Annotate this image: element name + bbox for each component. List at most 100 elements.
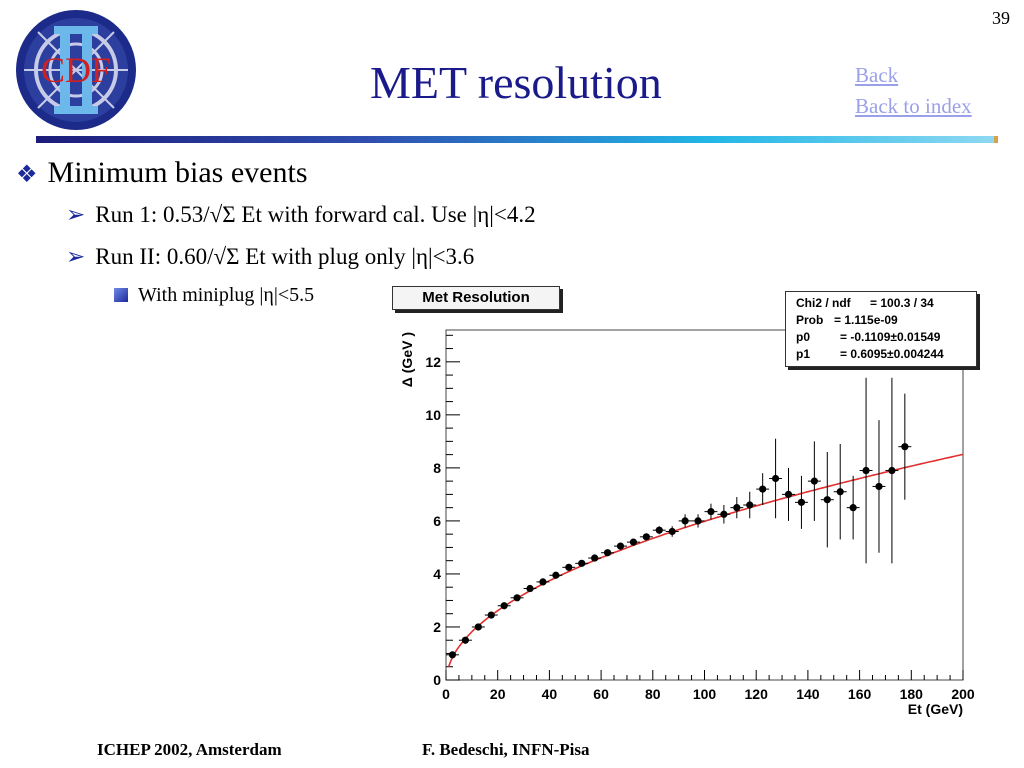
square-bullet-icon — [114, 288, 128, 302]
data-point — [901, 443, 909, 451]
diamond-bullet-icon: ❖ — [16, 162, 38, 188]
stats-error: 0.01549 — [896, 330, 941, 344]
data-point — [500, 602, 508, 610]
data-point — [474, 623, 482, 631]
bullet-level3-text: With miniplug |η|<5.5 — [138, 284, 315, 306]
data-point — [720, 510, 728, 518]
bullet-level3: With miniplug |η|<5.5 — [114, 284, 314, 307]
data-point — [759, 485, 767, 493]
data-point — [552, 571, 560, 579]
histogram-title: Met Resolution — [392, 286, 560, 310]
arrow-bullet-icon: ➢ — [66, 244, 86, 269]
x-tick-label: 100 — [693, 686, 717, 702]
x-tick-label: 160 — [848, 686, 872, 702]
bullet-level2-1: ➢ Run 1: 0.53/√Σ Et with forward cal. Use… — [66, 202, 536, 228]
data-point — [616, 542, 625, 550]
data-point — [746, 501, 754, 509]
stats-label: p0 — [796, 330, 811, 344]
fit-curve — [447, 453, 964, 668]
fit-stats-box: Chi2 / ndf = 100.3 / 34 Prob = 1.115e-09 p… — [785, 291, 977, 367]
bullet-level2-text: Run 1: 0.53/√Σ Et with forward cal. Use … — [95, 202, 536, 227]
x-tick-label: 140 — [796, 686, 820, 702]
data-point — [784, 490, 793, 498]
x-tick-label: 180 — [900, 686, 924, 702]
data-point — [707, 508, 715, 516]
slide-number: 39 — [992, 8, 1010, 28]
stats-row-p0: p0 = -0.1109±0.01549 — [796, 330, 940, 344]
stats-label: p1 — [796, 347, 811, 361]
bullet-level2-2: ➢ Run II: 0.60/√Σ Et with plug only |η|<3… — [66, 244, 474, 270]
data-point — [539, 578, 547, 586]
back-to-index-link[interactable]: Back to index — [855, 94, 972, 118]
data-point — [668, 527, 676, 536]
data-point — [642, 533, 650, 541]
y-tick-label: 4 — [433, 566, 441, 582]
y-tick-label: 12 — [425, 354, 441, 370]
data-point — [733, 504, 741, 512]
nav-links: Back Back to index — [855, 60, 972, 122]
data-point — [461, 636, 469, 644]
stats-value: = 0.6095 — [840, 347, 888, 361]
cdf-logo: CDF — [14, 8, 138, 132]
data-point — [875, 482, 883, 491]
stats-row-p1: p1 = 0.6095±0.004244 — [796, 347, 944, 361]
plot-frame — [445, 329, 964, 681]
stats-row-chi2: Chi2 / ndf = 100.3 / 34 — [796, 296, 934, 310]
data-point — [603, 549, 612, 557]
data-point — [888, 466, 896, 475]
x-tick-label: 0 — [442, 686, 450, 702]
y-tick-label: 10 — [425, 407, 441, 423]
data-point — [771, 474, 780, 483]
y-tick-label: 2 — [433, 619, 441, 635]
data-point — [849, 504, 857, 512]
data-point — [526, 584, 534, 593]
data-point — [591, 554, 599, 562]
stats-value: = 1.115e-09 — [834, 313, 898, 327]
slide-title: MET resolution — [370, 57, 662, 108]
bullet-level1: ❖ Minimum bias events — [16, 156, 308, 190]
stats-label: Chi2 / ndf — [796, 296, 851, 310]
y-tick-label: 6 — [433, 513, 441, 529]
x-tick-label: 200 — [951, 686, 975, 702]
back-link[interactable]: Back — [855, 63, 899, 87]
x-tick-label: 80 — [645, 686, 661, 702]
y-axis-label: Δ (GeV ) — [399, 332, 415, 387]
title-divider-end — [994, 136, 998, 143]
x-tick-label: 60 — [593, 686, 609, 702]
data-point — [836, 488, 844, 496]
data-point — [487, 611, 495, 619]
x-tick-label: 120 — [745, 686, 769, 702]
data-point — [629, 538, 638, 546]
x-tick-label: 40 — [542, 686, 558, 702]
data-point — [810, 477, 818, 485]
data-point — [681, 517, 689, 525]
x-axis-label: Et (GeV) — [908, 701, 963, 717]
plus-minus-icon: ± — [890, 330, 897, 344]
title-divider — [36, 136, 998, 143]
data-point — [823, 496, 831, 504]
stats-row-prob: Prob = 1.115e-09 — [796, 313, 898, 327]
y-tick-label: 8 — [433, 460, 441, 476]
bullet-level2-text: Run II: 0.60/√Σ Et with plug only |η|<3.… — [95, 244, 475, 269]
data-point — [797, 498, 806, 506]
data-point — [655, 526, 663, 534]
plus-minus-icon: ± — [887, 347, 894, 361]
stats-value: = 100.3 / 34 — [870, 296, 934, 310]
stats-label: Prob — [796, 313, 824, 327]
footer-conference: ICHEP 2002, Amsterdam — [97, 740, 282, 759]
data-point — [578, 559, 586, 567]
data-point — [565, 563, 573, 571]
data-point — [513, 594, 521, 602]
logo-text: CDF — [41, 50, 111, 90]
stats-value: = -0.1109 — [840, 330, 891, 344]
bullet-level1-text: Minimum bias events — [47, 156, 308, 189]
y-tick-label: 0 — [433, 672, 441, 688]
arrow-bullet-icon: ➢ — [66, 202, 86, 227]
stats-error: 0.004244 — [893, 347, 944, 361]
data-point — [694, 517, 702, 525]
footer-author: F. Bedeschi, INFN-Pisa — [422, 740, 590, 759]
x-tick-label: 20 — [490, 686, 506, 702]
data-point — [448, 651, 457, 659]
chart-svg: 0 20 40 60 80 100 120 140 160 180 200 0 2 4 6 8 10 12 Et (… — [399, 329, 975, 717]
met-resolution-plot: 0 20 40 60 80 100 120 140 160 180 200 0 2 4 6 8 10 12 Et (… — [388, 282, 988, 722]
